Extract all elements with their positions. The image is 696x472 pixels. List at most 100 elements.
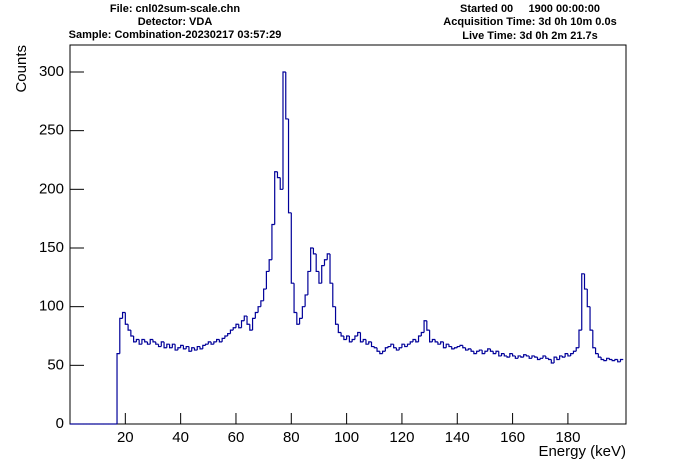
histogram-bin xyxy=(348,335,353,343)
histogram-bin xyxy=(221,337,225,342)
histogram-bin xyxy=(578,329,582,348)
histogram-bin xyxy=(285,71,289,120)
histogram-bin xyxy=(249,324,253,331)
histogram-bin xyxy=(116,352,120,424)
histogram-bin xyxy=(484,350,488,354)
histogram-bin xyxy=(379,351,383,355)
header-started: Started 00 1900 00:00:00 xyxy=(460,3,600,15)
histogram-bin xyxy=(531,355,535,359)
histogram-bin xyxy=(619,358,624,362)
histogram-bin xyxy=(617,359,621,363)
histogram-bin xyxy=(517,355,521,359)
histogram-bin xyxy=(182,345,187,350)
histogram-bin xyxy=(500,352,505,356)
histogram-bin xyxy=(357,331,361,336)
histogram-bin xyxy=(528,355,532,359)
header-file: File: cnl02sum-scale.chn xyxy=(110,3,240,15)
histogram-bin xyxy=(492,351,496,355)
histogram-bin xyxy=(265,270,270,290)
histogram-bin xyxy=(337,324,342,334)
histogram-bin xyxy=(442,341,447,349)
histogram-bin xyxy=(415,339,419,343)
histogram-bin xyxy=(406,343,411,347)
histogram-bin xyxy=(547,358,552,361)
histogram-bin xyxy=(387,345,391,348)
histogram-bin xyxy=(431,338,436,342)
histogram-bin xyxy=(440,341,444,345)
histogram-bin xyxy=(298,317,303,325)
histogram-bin xyxy=(296,312,300,325)
histogram-bin xyxy=(570,352,574,356)
histogram-bin xyxy=(520,355,524,358)
histogram-bin xyxy=(608,358,613,361)
histogram-bin xyxy=(329,253,333,284)
histogram-bin xyxy=(536,357,541,361)
histogram-bin xyxy=(119,317,123,354)
histogram-bin xyxy=(359,332,364,343)
histogram-bin xyxy=(393,344,397,349)
histogram-bin xyxy=(459,344,463,347)
histogram-bin xyxy=(271,223,275,260)
histogram-bin xyxy=(495,350,499,354)
histogram-bin xyxy=(351,338,355,342)
histogram-bin xyxy=(467,348,472,351)
histogram-bin xyxy=(606,357,610,361)
histogram-bin xyxy=(370,341,375,348)
y-tick-label: 150 xyxy=(39,239,64,256)
y-tick-label: 100 xyxy=(39,298,64,315)
histogram-bin xyxy=(478,349,483,352)
histogram-bin xyxy=(409,341,414,345)
histogram-bin xyxy=(218,339,223,343)
x-tick-label: 80 xyxy=(283,429,300,446)
histogram-bin xyxy=(152,339,156,343)
histogram-bin xyxy=(476,350,480,354)
histogram-bin xyxy=(589,306,593,331)
histogram-bin xyxy=(572,350,577,354)
histogram-bin xyxy=(312,247,317,255)
histogram-bin xyxy=(534,355,538,358)
histogram-bin xyxy=(553,356,557,363)
x-tick-label: 160 xyxy=(500,429,525,446)
histogram-bin xyxy=(279,177,283,190)
histogram-bin xyxy=(301,306,306,319)
histogram-bin xyxy=(412,338,416,342)
histogram-bin xyxy=(224,335,228,339)
histogram-bin xyxy=(395,347,400,351)
histogram-bin xyxy=(464,347,469,351)
histogram-bin xyxy=(177,347,181,351)
histogram-bin xyxy=(124,312,129,325)
histogram-bin xyxy=(346,335,350,340)
histogram-bin xyxy=(260,300,264,307)
histogram-bin xyxy=(235,323,239,328)
histogram-bin xyxy=(542,355,546,359)
histogram-bin xyxy=(561,355,566,358)
histogram-bin xyxy=(157,344,162,348)
histogram-bin xyxy=(315,253,319,273)
histogram-bin xyxy=(310,247,314,272)
histogram-bin xyxy=(556,357,560,361)
histogram-bin xyxy=(326,253,331,260)
histogram-bin xyxy=(390,343,394,347)
histogram-bin xyxy=(188,346,192,352)
x-tick-label: 180 xyxy=(555,429,580,446)
x-tick-label: 120 xyxy=(389,429,414,446)
histogram-bin xyxy=(487,348,491,352)
histogram-bin xyxy=(404,344,408,348)
histogram-bin xyxy=(196,345,201,351)
histogram-bin xyxy=(368,341,372,345)
y-tick-label: 0 xyxy=(56,415,64,432)
x-tick-label: 20 xyxy=(117,429,134,446)
histogram-bin xyxy=(276,171,281,179)
histogram-bin xyxy=(539,357,544,360)
histogram-bin xyxy=(401,343,405,348)
histogram-bin xyxy=(160,341,165,347)
histogram-bin xyxy=(451,346,455,350)
histogram-bin xyxy=(332,283,336,308)
histogram-bin xyxy=(462,345,466,349)
histogram-bin xyxy=(185,345,189,349)
histogram-bin xyxy=(426,320,430,331)
histogram-bin xyxy=(550,359,555,364)
histogram-bin xyxy=(581,273,585,331)
histogram-bin xyxy=(437,341,441,345)
